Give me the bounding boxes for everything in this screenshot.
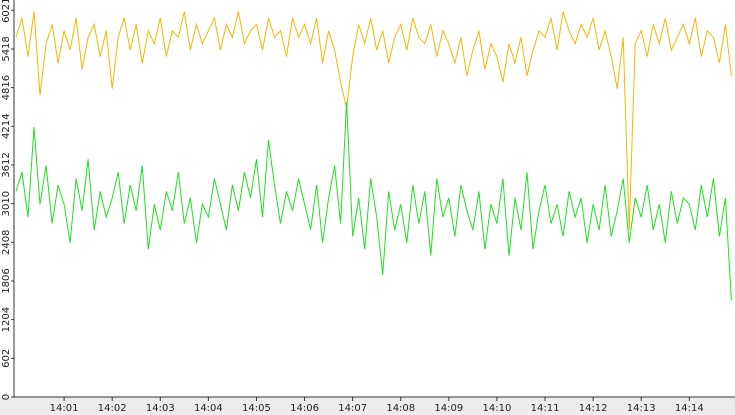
y-tick-label: 3010 (1, 191, 12, 216)
y-tick-label: 1806 (1, 268, 12, 293)
x-tick-label: 14:14 (675, 403, 704, 414)
x-tick-label: 14:11 (531, 403, 560, 414)
x-tick-label: 14:09 (434, 403, 463, 414)
x-tick-label: 14:03 (146, 403, 175, 414)
x-tick-label: 14:05 (242, 403, 271, 414)
y-tick-label: 5418 (1, 36, 12, 61)
x-tick-label: 14:04 (194, 403, 223, 414)
y-tick-label: 4816 (1, 75, 12, 100)
y-tick-label: 3612 (1, 152, 12, 177)
x-tick-label: 14:02 (98, 403, 127, 414)
y-tick-label: 6021 (1, 0, 12, 23)
series-line (15, 101, 732, 301)
x-tick-label: 14:10 (483, 403, 512, 414)
x-tick-label: 14:07 (338, 403, 367, 414)
y-tick-label: 602 (1, 349, 12, 368)
x-tick-label: 14:01 (50, 403, 79, 414)
y-tick-label: 0 (1, 394, 12, 400)
y-tick-label: 1204 (1, 307, 12, 332)
series-line (15, 11, 732, 231)
y-tick-label: 2408 (1, 230, 12, 255)
x-tick-label: 14:08 (386, 403, 415, 414)
x-axis-strip (0, 397, 735, 415)
y-tick-label: 4214 (1, 114, 12, 139)
x-tick-label: 14:13 (627, 403, 656, 414)
x-tick-label: 14:12 (579, 403, 608, 414)
x-tick-label: 14:06 (290, 403, 319, 414)
